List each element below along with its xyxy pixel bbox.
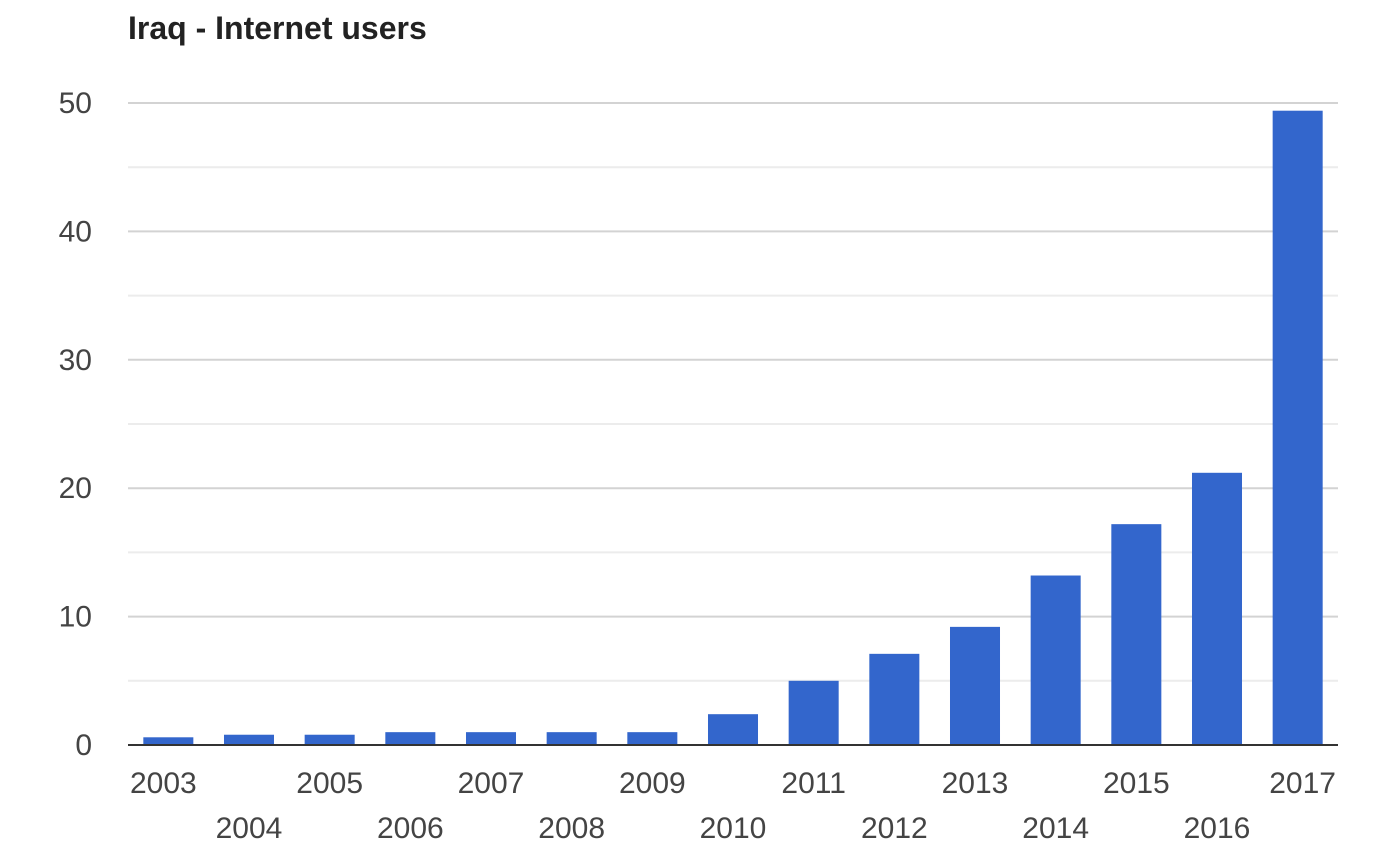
bar-2006 <box>385 732 436 745</box>
bars <box>143 110 1323 746</box>
gridlines <box>128 102 1338 682</box>
bar-2004 <box>223 734 275 745</box>
bar-2005 <box>304 734 355 745</box>
x-axis-ticks: 2003 2004 2005 2006 2007 2008 2009 2010 2011 2012… <box>130 767 1336 845</box>
x-tick-label: 2003 <box>130 767 197 800</box>
x-tick-label: 2008 <box>538 812 605 845</box>
bar-2014 <box>1030 575 1081 745</box>
bar-2007 <box>465 732 517 745</box>
y-axis-ticks: 0 10 20 30 40 50 <box>59 87 92 762</box>
x-tick-label: 2007 <box>458 767 525 800</box>
bar-2015 <box>1111 524 1162 745</box>
bar-2011 <box>788 680 839 745</box>
y-tick-label: 30 <box>59 344 92 377</box>
bar-2013 <box>949 626 1001 745</box>
bar-2003 <box>143 737 194 745</box>
x-tick-label: 2006 <box>377 812 444 845</box>
x-tick-label: 2009 <box>619 767 686 800</box>
y-tick-label: 40 <box>59 215 92 248</box>
bar-2010 <box>707 714 759 745</box>
bar-2017 <box>1272 110 1323 746</box>
bar-2016 <box>1191 472 1243 745</box>
x-tick-label: 2015 <box>1103 767 1170 800</box>
bar-2008 <box>546 732 597 745</box>
x-tick-label: 2016 <box>1184 812 1251 845</box>
x-tick-label: 2011 <box>781 767 846 800</box>
x-tick-label: 2004 <box>216 812 283 845</box>
bar-2009 <box>627 732 678 745</box>
y-tick-label: 20 <box>59 472 92 505</box>
x-tick-label: 2013 <box>942 767 1009 800</box>
bar-2012 <box>869 653 920 745</box>
y-tick-label: 10 <box>59 601 92 634</box>
x-tick-label: 2017 <box>1269 767 1336 800</box>
x-tick-label: 2005 <box>296 767 363 800</box>
x-tick-label: 2010 <box>700 812 767 845</box>
y-tick-label: 0 <box>75 729 92 762</box>
x-tick-label: 2014 <box>1022 812 1089 845</box>
chart-title: Iraq - Internet users <box>128 10 427 46</box>
y-tick-label: 50 <box>59 87 92 120</box>
x-tick-label: 2012 <box>861 812 928 845</box>
